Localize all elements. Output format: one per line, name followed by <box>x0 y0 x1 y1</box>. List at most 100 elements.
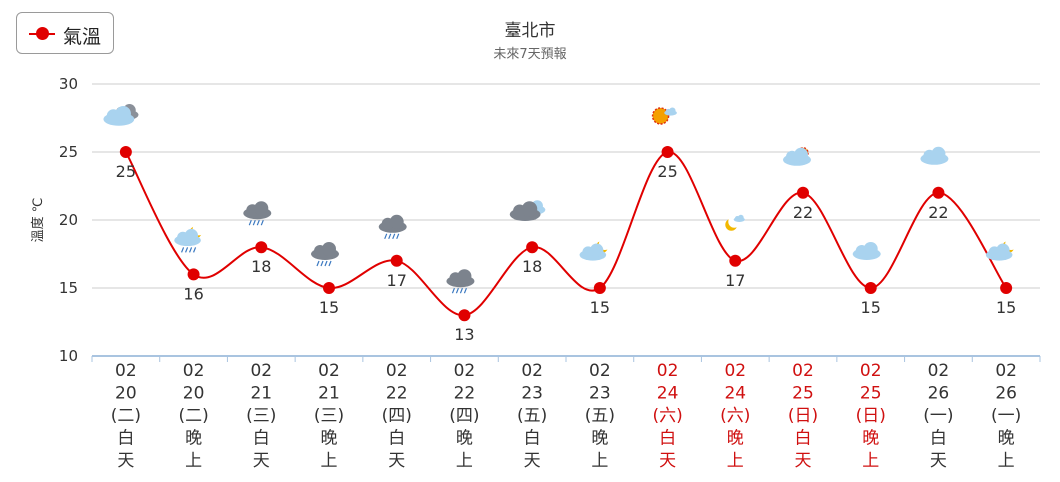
rain-drop <box>328 260 332 267</box>
cloud-part <box>996 243 1010 257</box>
x-tick-label: 白 <box>659 429 676 449</box>
data-label: 17 <box>387 271 407 290</box>
rain-drop <box>320 260 324 267</box>
data-label: 25 <box>116 162 136 181</box>
legend-label: 氣溫 <box>63 26 102 48</box>
rain-drop <box>455 287 459 294</box>
rain-cloud-icon-5 <box>446 269 475 294</box>
x-tick-label: 02 <box>589 361 611 381</box>
legend[interactable]: 氣溫 <box>16 12 114 54</box>
data-point <box>390 254 403 267</box>
x-tick-label: 天 <box>930 451 947 471</box>
x-tick-label: (一) <box>923 406 953 426</box>
x-tick-label: 晚 <box>727 429 744 449</box>
x-tick-label: 晚 <box>456 429 473 449</box>
x-tick-label: 20 <box>115 384 137 404</box>
y-tick-label-10: 10 <box>59 347 78 365</box>
night-cloudy-icon-13 <box>985 238 1018 261</box>
x-tick-label: 02 <box>318 361 340 381</box>
x-tick-label: 天 <box>117 451 134 471</box>
x-tick-label: 26 <box>928 384 950 404</box>
data-point <box>729 254 742 267</box>
data-label: 22 <box>793 203 813 222</box>
data-label: 17 <box>725 271 745 290</box>
data-point <box>661 146 674 158</box>
legend-dot-marker <box>36 27 49 40</box>
rain-drop <box>252 219 256 226</box>
rain-drop <box>185 247 189 253</box>
data-point <box>1000 282 1013 294</box>
x-tick-label: 天 <box>659 451 676 471</box>
data-point <box>255 241 268 254</box>
x-tick-label: 02 <box>657 361 679 381</box>
x-tick-label: 02 <box>792 361 814 381</box>
x-tick-label: 晚 <box>321 429 338 449</box>
data-label: 15 <box>996 298 1016 317</box>
x-tick-label: 晚 <box>591 429 608 449</box>
rain-cloud-icon-4 <box>378 214 407 240</box>
cloud-icon-12 <box>920 146 949 165</box>
night-cloudy-icon-7 <box>579 238 611 261</box>
x-tick-label: 上 <box>185 451 202 471</box>
data-label: 18 <box>522 257 542 276</box>
y-tick-label-30: 30 <box>59 75 78 93</box>
x-tick-label: 20 <box>183 384 205 404</box>
cloud-part <box>322 242 336 256</box>
x-tick-label: (二) <box>178 406 208 426</box>
chart-title: 臺北市 <box>504 21 556 41</box>
x-tick-label: 上 <box>862 451 879 471</box>
cloud-part <box>521 201 538 217</box>
sun-cloud-icon-10 <box>783 147 811 166</box>
y-tick-label-15: 15 <box>59 279 78 297</box>
x-tick-label: (日) <box>856 406 886 426</box>
x-tick-label: (五) <box>517 406 547 426</box>
x-tick-label: 白 <box>117 429 134 449</box>
x-tick-label: (六) <box>720 406 750 426</box>
x-tick-label: (四) <box>449 406 479 426</box>
cloud-icon-11 <box>852 242 881 260</box>
x-tick-label: 02 <box>724 361 746 381</box>
cloud-part <box>115 106 131 122</box>
x-tick-label: (六) <box>652 406 682 426</box>
x-tick-label: (三) <box>314 406 344 426</box>
x-tick-label: (四) <box>382 406 412 426</box>
x-tick-label: 晚 <box>185 429 202 449</box>
chart-subtitle: 未來7天預報 <box>493 47 567 62</box>
cloud-part <box>794 147 808 162</box>
data-point <box>323 282 335 294</box>
partly-cloudy-icon-0 <box>103 104 139 126</box>
cloud-part <box>669 107 676 114</box>
x-tick-label: 02 <box>386 361 408 381</box>
rain-cloud-icon-2 <box>243 201 272 226</box>
x-tick-label: 天 <box>524 451 541 471</box>
rain-drop <box>388 233 392 240</box>
data-label: 25 <box>657 162 677 181</box>
x-tick-label: (二) <box>111 406 141 426</box>
x-tick-label: 24 <box>724 384 746 404</box>
x-tick-label: 02 <box>115 361 137 381</box>
cloud-part <box>457 269 472 284</box>
data-label: 13 <box>454 325 474 344</box>
x-tick-label: 02 <box>454 361 476 381</box>
rain-drop <box>256 219 260 226</box>
x-tick-label: 白 <box>795 429 812 449</box>
rain-drop <box>324 260 328 267</box>
data-label: 18 <box>251 257 271 276</box>
cloud-part <box>931 146 946 161</box>
rain-drop <box>463 287 467 294</box>
x-tick-label: (日) <box>788 406 818 426</box>
x-tick-label: 21 <box>318 384 340 404</box>
x-tick-label: 24 <box>657 384 679 404</box>
cloudy-icon-6 <box>509 200 546 221</box>
x-tick-label: 上 <box>591 451 608 471</box>
rain-drop <box>248 219 252 226</box>
cloud-part <box>738 214 744 221</box>
x-tick-label: 晚 <box>998 429 1015 449</box>
x-tick-label: 02 <box>928 361 950 381</box>
data-point <box>458 309 471 322</box>
rain-drop <box>189 247 193 253</box>
y-axis-label: 溫度 ℃ <box>30 198 46 243</box>
x-tick-label: 晚 <box>862 429 879 449</box>
data-label: 15 <box>590 298 610 317</box>
x-tick-label: (五) <box>585 406 615 426</box>
